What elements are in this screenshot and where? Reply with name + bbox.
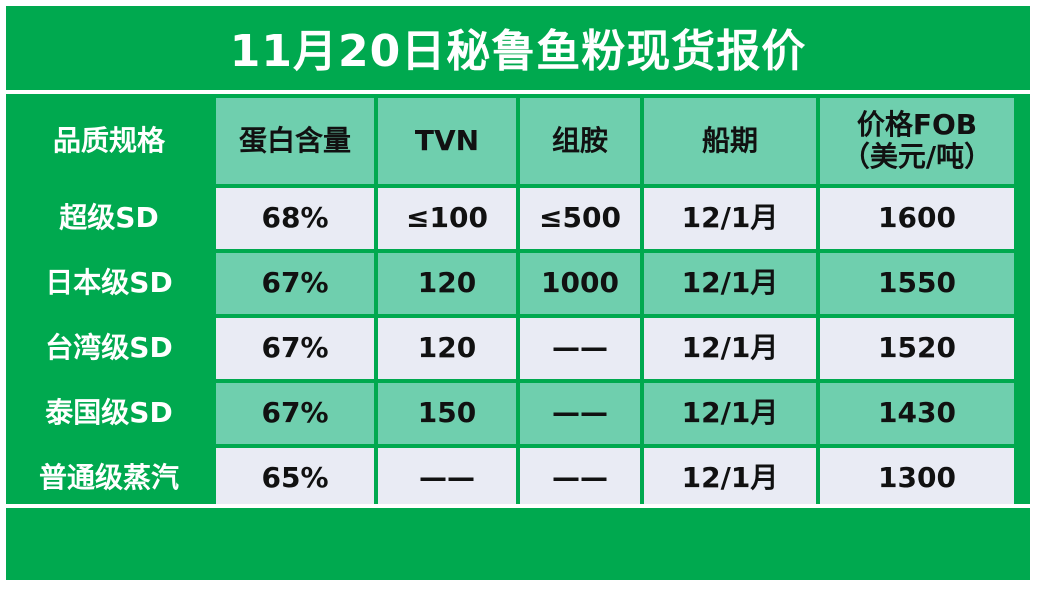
row-histamine: —— [520, 383, 640, 444]
row-price: 1550 [820, 253, 1014, 314]
row-tvn: 120 [378, 318, 516, 379]
footer-divider [6, 504, 1030, 508]
row-protein: 67% [216, 383, 374, 444]
row-shipment: 12/1月 [644, 383, 816, 444]
table-row: 超级SD 68% ≤100 ≤500 12/1月 1600 [6, 188, 1014, 249]
row-tvn: ≤100 [378, 188, 516, 249]
header-protein: 蛋白含量 [216, 98, 374, 184]
row-price: 1300 [820, 448, 1014, 509]
page-title: 11月20日秘鲁鱼粉现货报价 [229, 26, 807, 77]
row-protein: 67% [216, 253, 374, 314]
row-protein: 67% [216, 318, 374, 379]
header-price-line1: 价格FOB [856, 107, 978, 141]
row-protein: 68% [216, 188, 374, 249]
row-grade: 台湾级SD [6, 318, 212, 379]
title-divider [6, 90, 1030, 94]
row-histamine: —— [520, 318, 640, 379]
header-tvn: TVN [378, 98, 516, 184]
header-histamine: 组胺 [520, 98, 640, 184]
header-price: 价格FOB （美元/吨） [820, 98, 1014, 184]
table-row: 台湾级SD 67% 120 —— 12/1月 1520 [6, 318, 1014, 379]
row-protein: 65% [216, 448, 374, 509]
row-tvn: 150 [378, 383, 516, 444]
row-grade: 超级SD [6, 188, 212, 249]
row-histamine: —— [520, 448, 640, 509]
header-grade: 品质规格 [6, 98, 212, 184]
row-shipment: 12/1月 [644, 318, 816, 379]
row-price: 1600 [820, 188, 1014, 249]
row-shipment: 12/1月 [644, 448, 816, 509]
row-shipment: 12/1月 [644, 253, 816, 314]
table-header-row: 品质规格 蛋白含量 TVN 组胺 船期 价格FOB （美元/吨） [6, 98, 1014, 184]
row-histamine: ≤500 [520, 188, 640, 249]
price-table: 品质规格 蛋白含量 TVN 组胺 船期 价格FOB （美元/吨） 超级SD 68… [2, 94, 1018, 513]
row-tvn: 120 [378, 253, 516, 314]
table-row: 日本级SD 67% 120 1000 12/1月 1550 [6, 253, 1014, 314]
row-grade: 普通级蒸汽 [6, 448, 212, 509]
row-histamine: 1000 [520, 253, 640, 314]
table-row: 普通级蒸汽 65% —— —— 12/1月 1300 [6, 448, 1014, 509]
row-price: 1430 [820, 383, 1014, 444]
header-price-line2: （美元/吨） [841, 140, 993, 173]
table-row: 泰国级SD 67% 150 —— 12/1月 1430 [6, 383, 1014, 444]
row-shipment: 12/1月 [644, 188, 816, 249]
row-grade: 泰国级SD [6, 383, 212, 444]
header-shipment: 船期 [644, 98, 816, 184]
footer-band [6, 508, 1030, 580]
price-board: 11月20日秘鲁鱼粉现货报价 品质规格 蛋白含量 TVN 组胺 船期 价格FOB… [6, 6, 1030, 580]
row-price: 1520 [820, 318, 1014, 379]
row-grade: 日本级SD [6, 253, 212, 314]
row-tvn: —— [378, 448, 516, 509]
